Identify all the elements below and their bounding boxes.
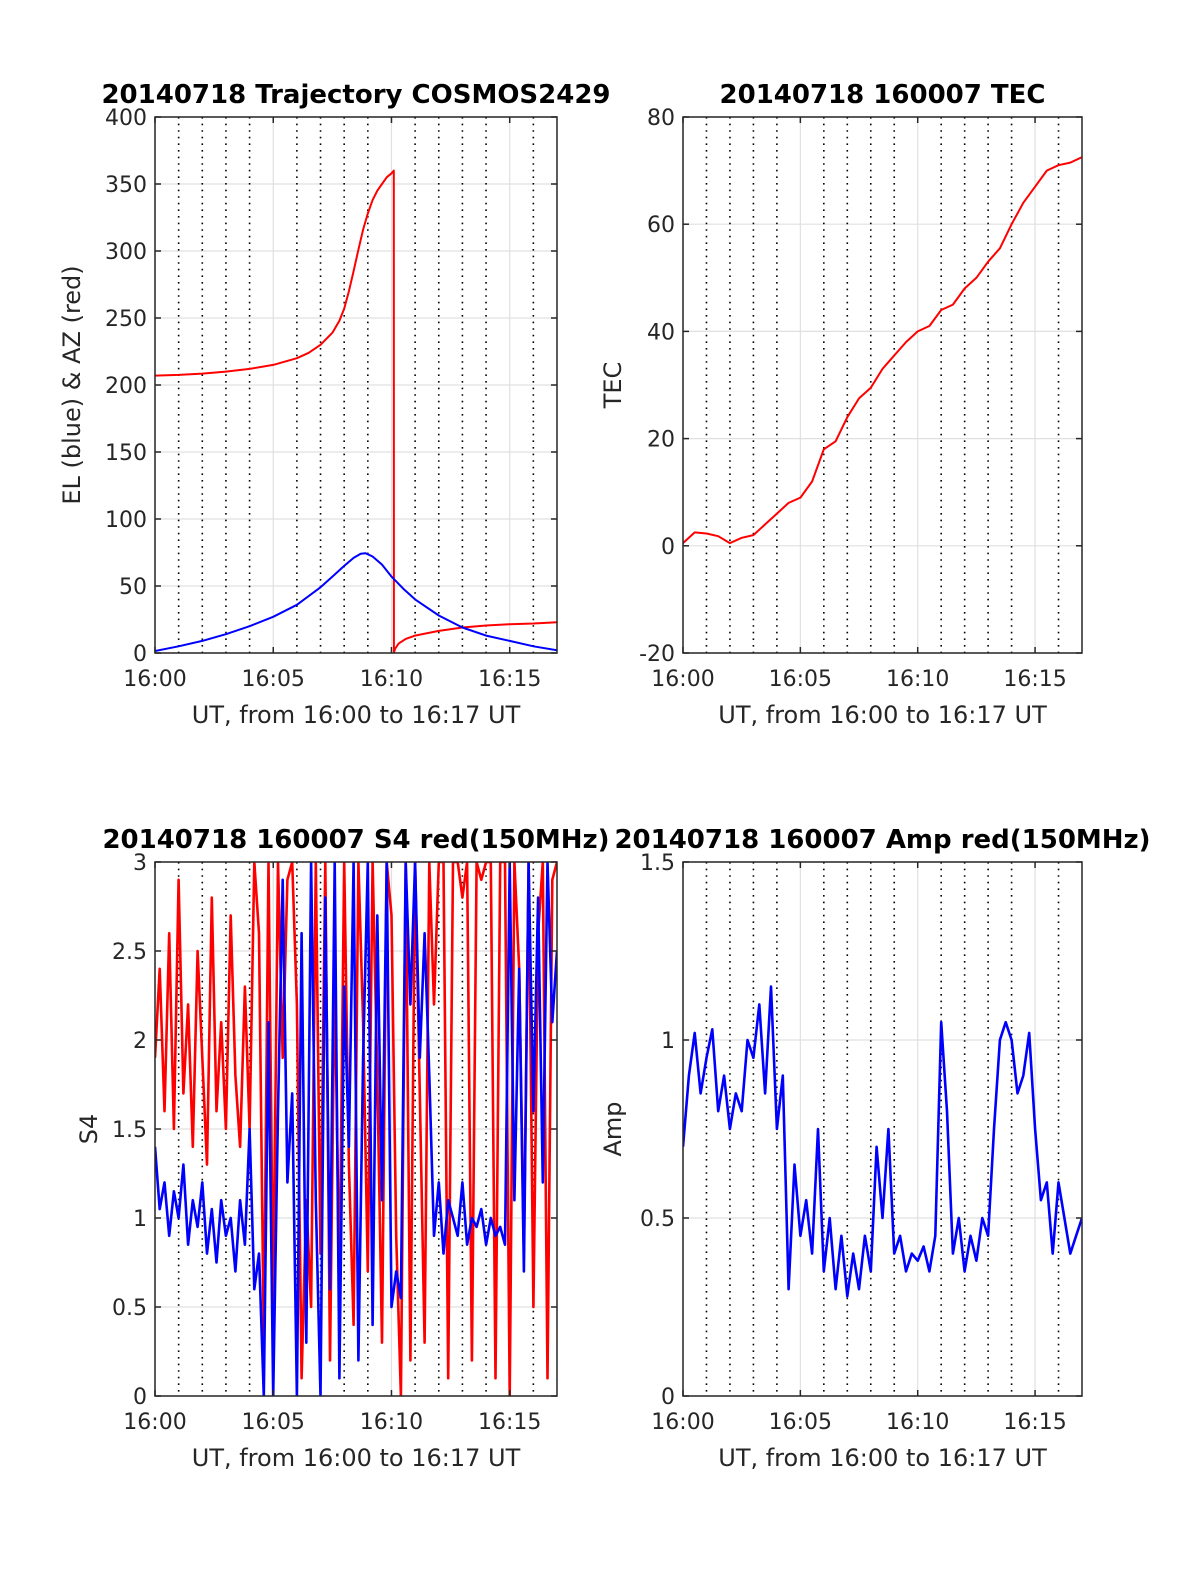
chart-title: 20140718 160007 TEC <box>720 80 1046 110</box>
y-tick-label: 0 <box>661 535 675 560</box>
y-tick-label: 100 <box>105 508 147 533</box>
x-tick-label: 16:05 <box>242 1410 305 1435</box>
x-tick-label: 16:00 <box>123 667 186 692</box>
x-axis-label: UT, from 16:00 to 16:17 UT <box>192 1444 521 1472</box>
y-tick-label: 0 <box>133 642 147 667</box>
x-tick-label: 16:05 <box>769 667 832 692</box>
series-line-blue <box>683 985 1082 1298</box>
y-tick-label: 1 <box>133 1207 147 1232</box>
y-tick-label: 2 <box>133 1029 147 1054</box>
x-tick-label: 16:00 <box>651 1410 714 1435</box>
x-axis-label: UT, from 16:00 to 16:17 UT <box>718 1444 1047 1472</box>
y-tick-label: 20 <box>647 428 675 453</box>
x-tick-label: 16:15 <box>478 1410 541 1435</box>
y-axis-label: S4 <box>75 1114 103 1145</box>
series-line-blue <box>155 552 557 652</box>
x-tick-label: 16:00 <box>123 1410 186 1435</box>
y-tick-label: 0 <box>661 1385 675 1410</box>
y-axis-label: TEC <box>599 362 627 410</box>
s4-panel: 0 0.5 1 1.5 2 2.5 3 16:00 16:05 16:10 16:15 2014071… <box>75 825 610 1472</box>
chart-title: 20140718 Trajectory COSMOS2429 <box>101 80 610 110</box>
y-tick-label: 50 <box>119 575 147 600</box>
y-tick-label: 3 <box>133 851 147 876</box>
y-tick-label: 200 <box>105 374 147 399</box>
series-group <box>155 169 557 653</box>
x-tick-label: 16:15 <box>1003 1410 1066 1435</box>
axes-box <box>682 116 1083 654</box>
series-group <box>683 985 1082 1298</box>
axes-box <box>682 861 1083 1397</box>
x-tick-label: 16:00 <box>651 667 714 692</box>
y-tick-label: 0.5 <box>112 1296 147 1321</box>
y-axis-label: Amp <box>599 1101 627 1156</box>
y-tick-label: 2.5 <box>112 940 147 965</box>
chart-title: 20140718 160007 S4 red(150MHz) <box>102 825 609 855</box>
y-tick-label: 1 <box>661 1029 675 1054</box>
series-group <box>683 156 1082 545</box>
tec-panel: -20 0 20 40 60 80 16:00 16:05 16:10 16:15 20140718… <box>599 80 1083 729</box>
y-tick-label: 350 <box>105 173 147 198</box>
y-tick-label: 1.5 <box>640 851 675 876</box>
x-tick-label: 16:10 <box>886 1410 949 1435</box>
y-tick-label: 0.5 <box>640 1207 675 1232</box>
y-tick-label: 60 <box>647 213 675 238</box>
x-tick-label: 16:10 <box>886 667 949 692</box>
plot-area <box>683 117 1082 653</box>
plot-area <box>683 862 1082 1396</box>
x-tick-label: 16:05 <box>242 667 305 692</box>
y-axis-label: EL (blue) & AZ (red) <box>58 265 86 504</box>
series-line-red <box>683 156 1082 545</box>
x-tick-label: 16:10 <box>360 667 423 692</box>
y-tick-label: 1.5 <box>112 1118 147 1143</box>
series-line-blue <box>155 862 557 1396</box>
series-group <box>155 862 557 1396</box>
y-tick-label: 0 <box>133 1385 147 1410</box>
x-axis-label: UT, from 16:00 to 16:17 UT <box>718 701 1047 729</box>
y-tick-label: 80 <box>647 106 675 131</box>
x-tick-label: 16:15 <box>478 667 541 692</box>
x-axis-label: UT, from 16:00 to 16:17 UT <box>192 701 521 729</box>
x-tick-label: 16:10 <box>360 1410 423 1435</box>
x-tick-label: 16:15 <box>1003 667 1066 692</box>
chart-title: 20140718 160007 Amp red(150MHz) <box>614 825 1150 855</box>
y-tick-label: 40 <box>647 320 675 345</box>
y-tick-label: 250 <box>105 307 147 332</box>
series-line-red <box>155 169 557 653</box>
x-tick-label: 16:05 <box>769 1410 832 1435</box>
trajectory-panel: 0 50 100 150 200 250 300 350 400 16:00 16:05 16:10 1… <box>58 80 611 729</box>
y-tick-label: 150 <box>105 441 147 466</box>
y-tick-label: -20 <box>639 642 675 667</box>
amp-panel: 0 0.5 1 1.5 16:00 16:05 16:10 16:15 20140718 160… <box>599 825 1151 1472</box>
y-tick-label: 300 <box>105 240 147 265</box>
y-tick-label: 400 <box>105 106 147 131</box>
